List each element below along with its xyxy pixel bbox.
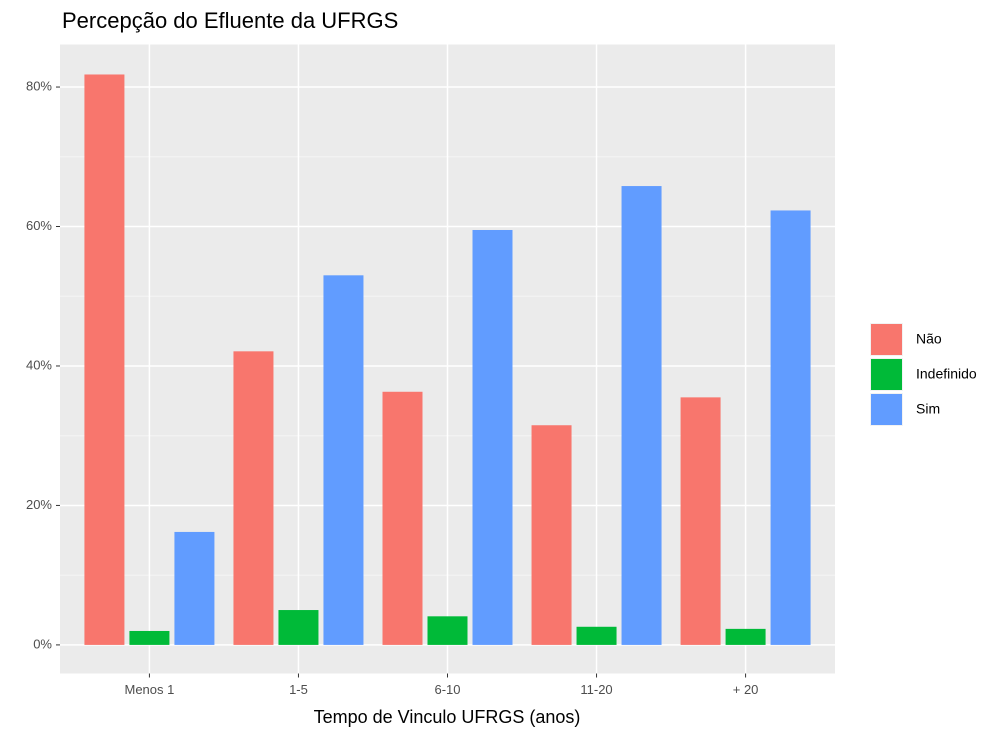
- legend-label: Sim: [916, 401, 940, 417]
- bar: [427, 616, 468, 645]
- legend-label: Não: [916, 331, 942, 347]
- bar: [382, 391, 423, 645]
- x-tick-label: 1-5: [289, 682, 308, 697]
- bar: [472, 229, 513, 645]
- bar: [770, 210, 811, 645]
- y-tick-label: 60%: [26, 218, 52, 233]
- bar: [84, 74, 125, 645]
- y-tick-label: 20%: [26, 497, 52, 512]
- x-tick-label: 6-10: [434, 682, 460, 697]
- x-tick-label: 11-20: [580, 682, 612, 697]
- bar: [576, 626, 617, 645]
- x-axis-label: Tempo de Vinculo UFRGS (anos): [314, 707, 581, 727]
- bar: [129, 630, 170, 645]
- legend-label: Indefinido: [916, 366, 977, 382]
- legend-swatch: [871, 359, 902, 390]
- bar: [680, 397, 721, 645]
- y-tick-label: 0%: [33, 636, 52, 651]
- bar: [621, 186, 662, 645]
- bar: [531, 425, 572, 645]
- bar: [278, 610, 319, 645]
- chart-title: Percepção do Efluente da UFRGS: [62, 8, 398, 33]
- bar: [725, 628, 766, 645]
- bar: [323, 275, 364, 645]
- x-tick-label: + 20: [733, 682, 759, 697]
- bar: [174, 531, 215, 645]
- y-tick-label: 40%: [26, 357, 52, 372]
- y-tick-label: 80%: [26, 78, 52, 93]
- x-tick-label: Menos 1: [124, 682, 174, 697]
- legend-swatch: [871, 394, 902, 425]
- legend-swatch: [871, 324, 902, 355]
- bar: [233, 351, 274, 645]
